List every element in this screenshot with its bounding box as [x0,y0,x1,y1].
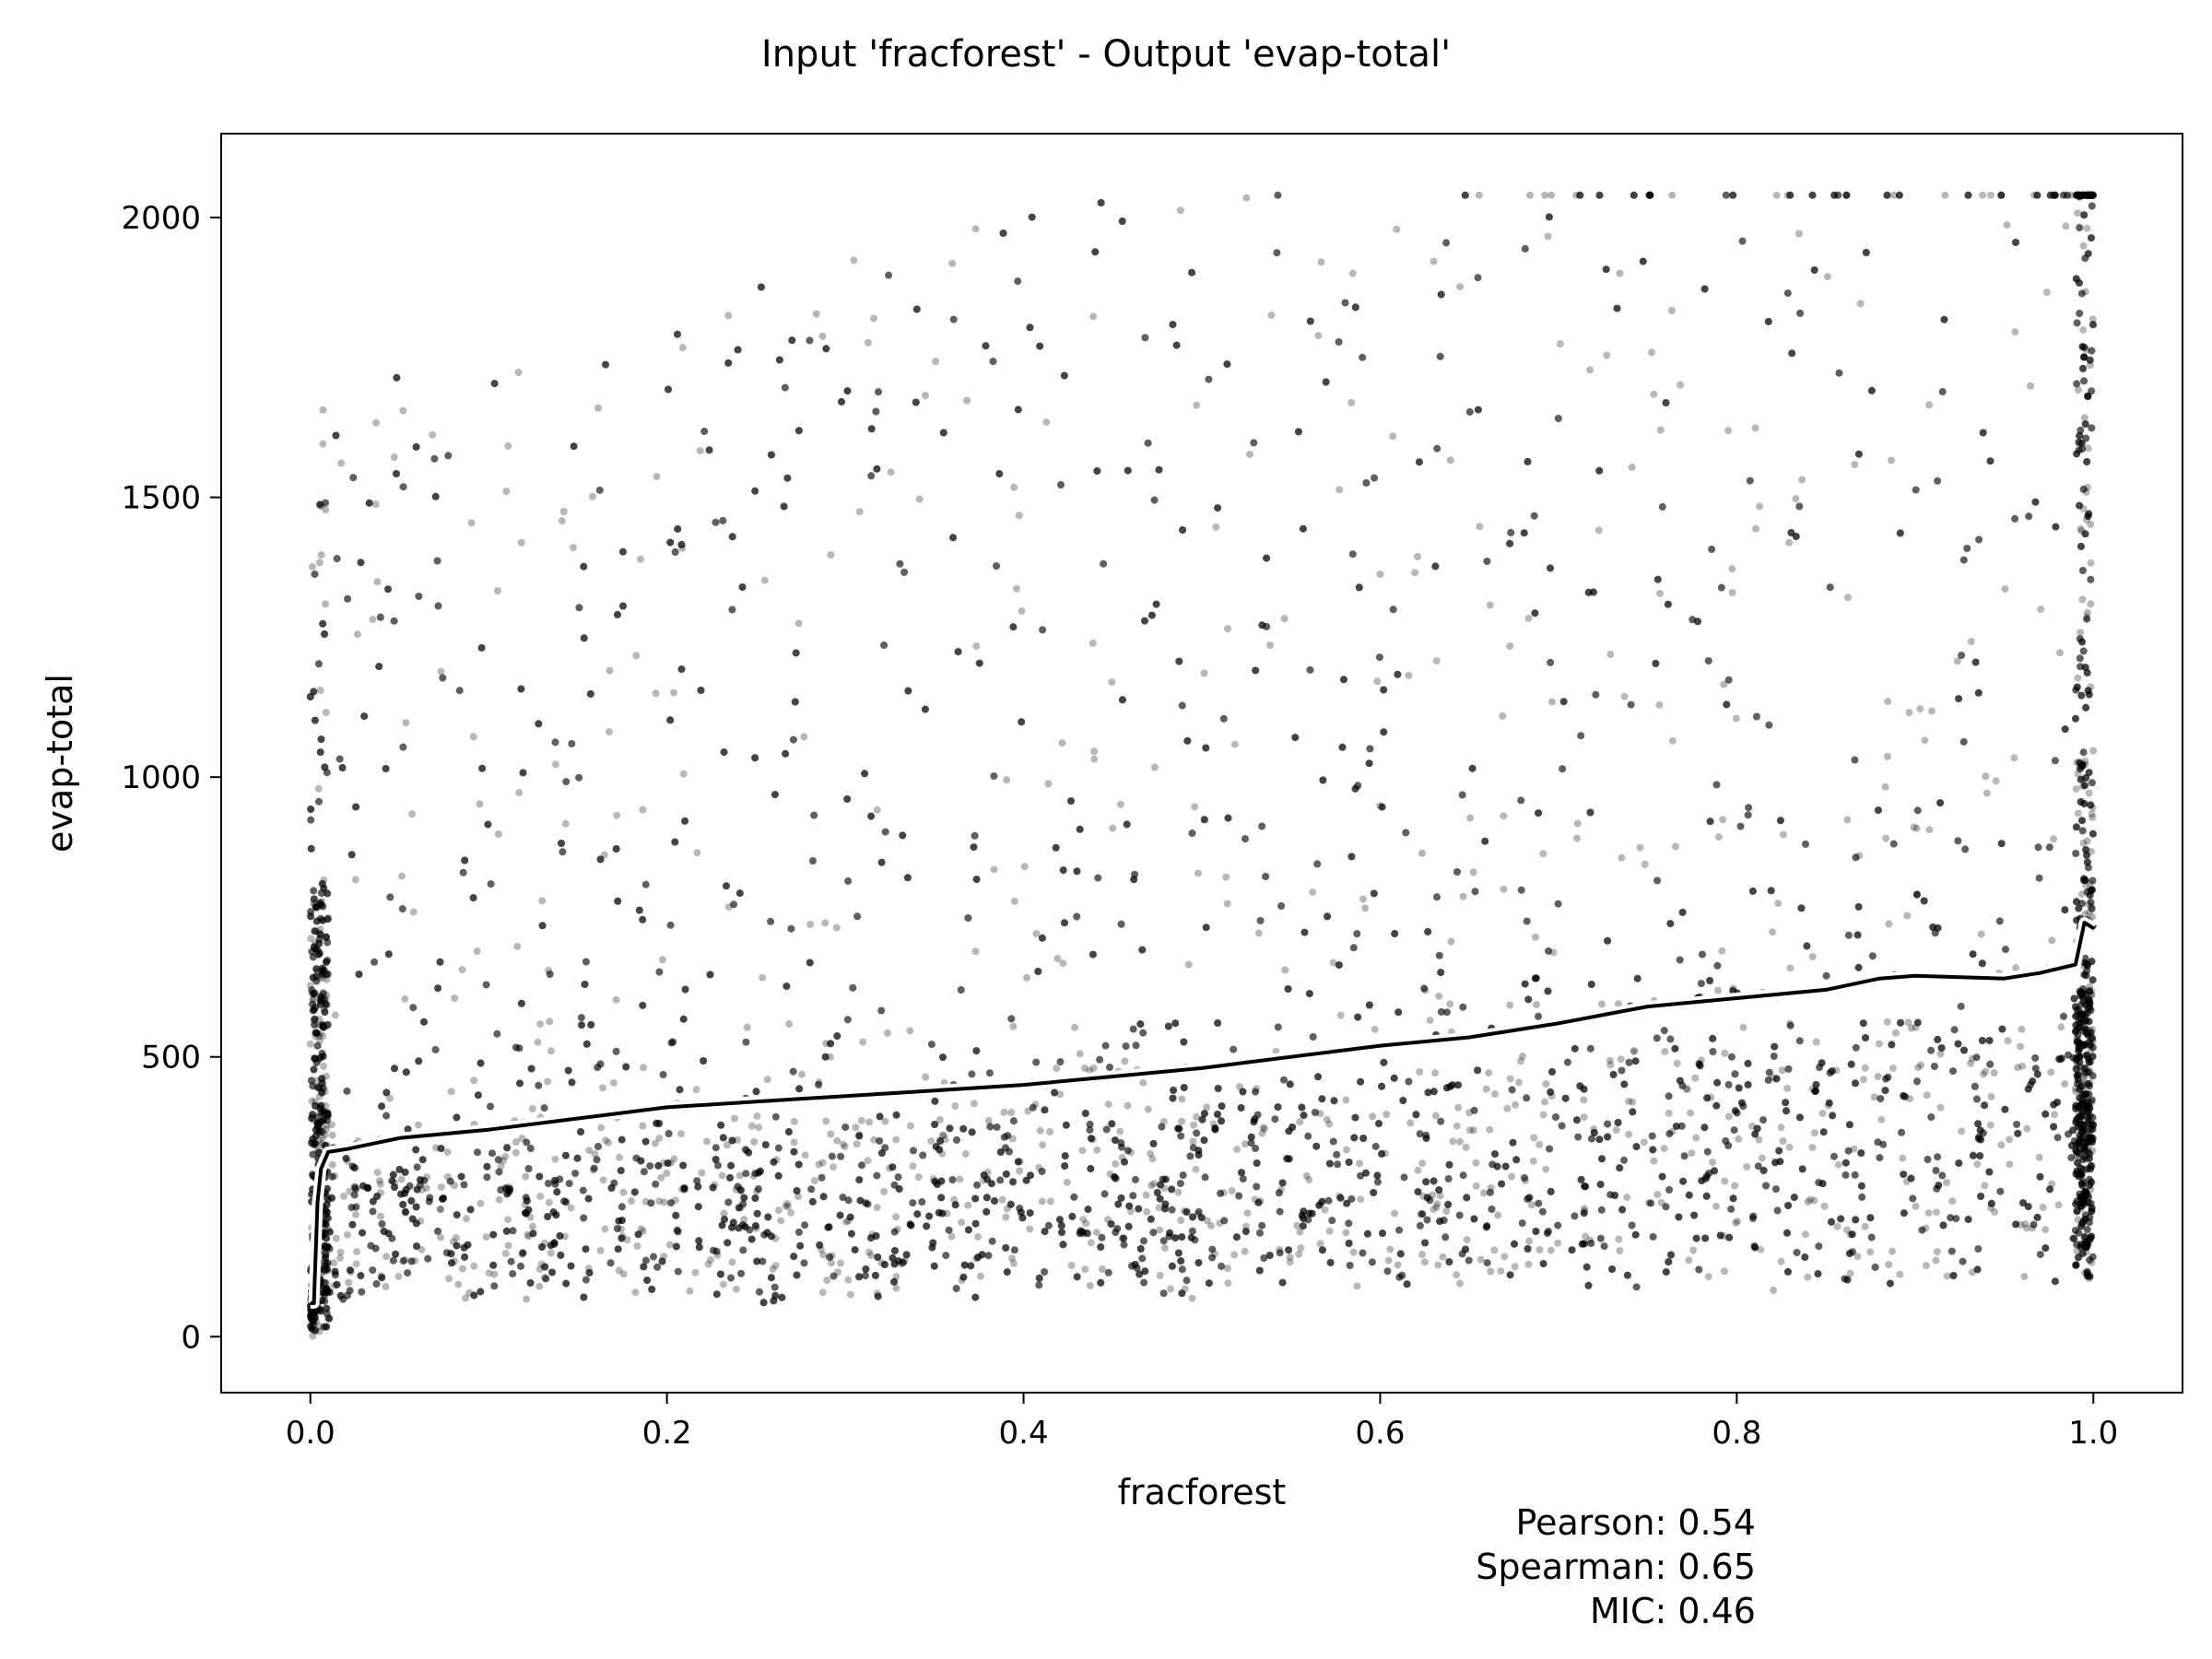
chart-title: Input 'fracforest' - Output 'evap-total' [761,33,1451,76]
y-tick-label: 2000 [121,200,201,237]
x-tick-label: 0.4 [999,1415,1049,1452]
x-axis: 0.0 0.2 0.4 0.6 0.8 1.0 [286,1393,2118,1452]
x-axis-label: fracforest [1118,1472,1287,1512]
x-tick-label: 0.2 [642,1415,692,1452]
trend-line [308,917,2097,1309]
plot-frame [220,133,2183,1394]
x-tick-label: 0.6 [1355,1415,1405,1452]
stat-spearman: Spearman: 0.65 [1476,1547,1756,1587]
x-tick-label: 0.8 [1712,1415,1761,1452]
x-tick-label: 0.0 [286,1415,335,1452]
y-tick-label: 1000 [121,759,201,796]
y-tick-label: 1500 [121,480,201,517]
y-tick-label: 0 [181,1319,201,1356]
stat-mic: MIC: 0.46 [1590,1591,1756,1631]
stat-pearson: Pearson: 0.54 [1516,1502,1756,1543]
trend-line-core [310,921,2095,1305]
x-tick-label: 1.0 [2068,1415,2118,1452]
scatter-points [306,191,2098,1340]
y-axis-label: evap-total [40,674,80,853]
y-axis: 0 500 1000 1500 2000 [121,200,221,1356]
y-tick-label: 500 [141,1040,201,1077]
